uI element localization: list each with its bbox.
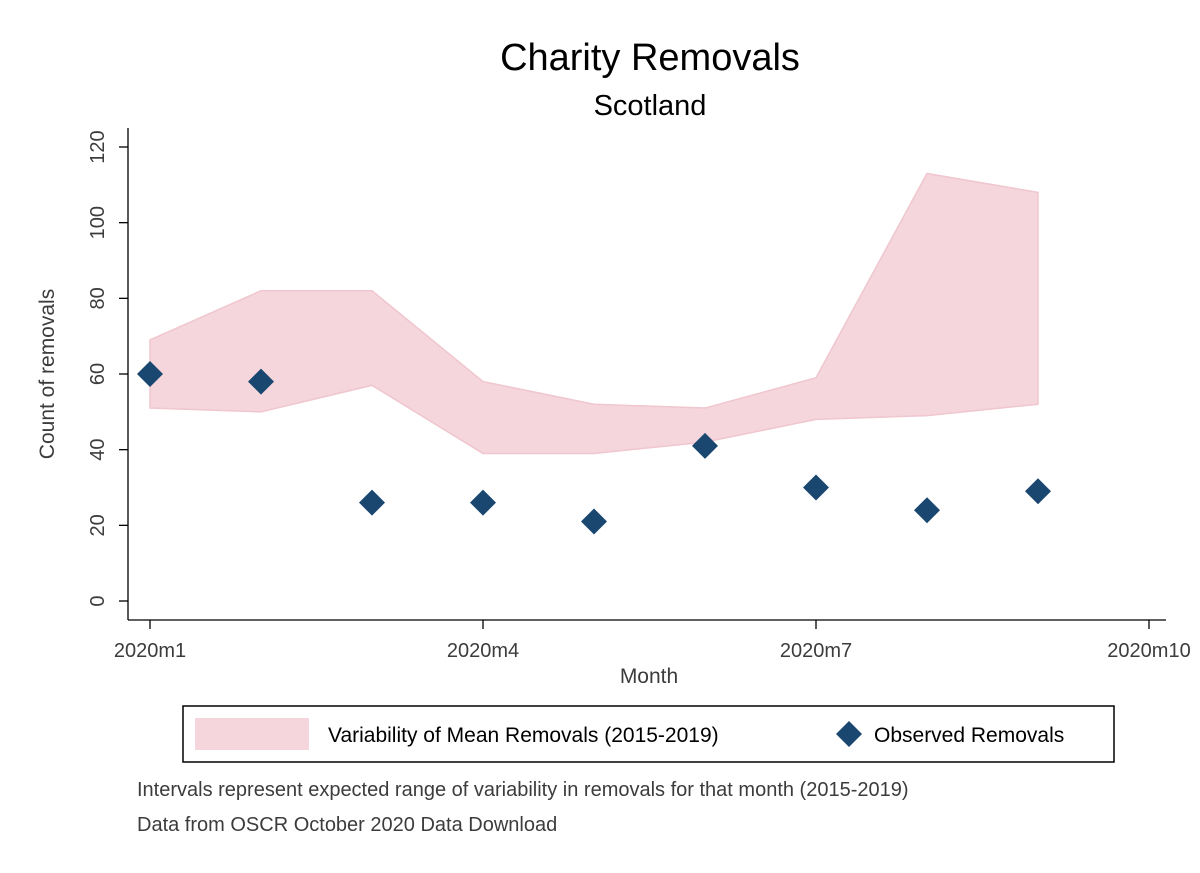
x-tick-label-2020m7: 2020m7: [780, 640, 852, 662]
y-tick-label-120: 120: [87, 130, 109, 163]
variability-band-layer: [149, 172, 1039, 455]
observed-point-2020m3: [359, 489, 385, 516]
legend-series-label: Observed Removals: [874, 724, 1064, 747]
observed-point-2020m5: [581, 508, 607, 535]
y-tick-label-40: 40: [87, 439, 109, 461]
observed-point-2020m6: [692, 432, 718, 459]
chart-title: Charity Removals: [500, 37, 800, 79]
observed-point-2020m1: [137, 361, 163, 387]
y-axis-title: Count of removals: [36, 289, 59, 459]
legend-marker-swatch: [836, 721, 862, 747]
y-tick-label-20: 20: [87, 514, 109, 536]
legend-band-label: Variability of Mean Removals (2015-2019): [328, 724, 719, 747]
legend: Variability of Mean Removals (2015-2019)…: [182, 705, 1115, 763]
chart-subtitle: Scotland: [594, 90, 707, 122]
observed-point-2020m8: [914, 497, 940, 524]
observed-point-2020m9: [1025, 478, 1051, 505]
x-tick-label-2020m1: 2020m1: [114, 640, 186, 662]
note-data-source: Data from OSCR October 2020 Data Downloa…: [137, 814, 557, 836]
y-tick-label-100: 100: [87, 206, 109, 239]
x-tick-label-2020m4: 2020m4: [447, 640, 519, 662]
y-tick-label-60: 60: [87, 363, 109, 385]
legend-box: [182, 705, 1115, 763]
variability-band: [149, 172, 1039, 455]
observed-markers-layer: [137, 361, 1051, 535]
x-axis-ticks: 2020m1 2020m4 2020m7 2020m10: [114, 620, 1191, 662]
x-tick-label-2020m10: 2020m10: [1107, 640, 1190, 662]
y-axis-ticks: 0 20 40 60 80 100 120: [87, 130, 128, 607]
legend-band-swatch: [195, 718, 309, 750]
observed-point-2020m4: [470, 489, 496, 516]
observed-point-2020m7: [803, 474, 829, 501]
x-axis-title: Month: [620, 665, 678, 688]
note-variability: Intervals represent expected range of va…: [137, 779, 909, 801]
observed-point-2020m2: [248, 368, 274, 395]
y-tick-label-0: 0: [87, 595, 109, 606]
y-tick-label-80: 80: [87, 287, 109, 309]
